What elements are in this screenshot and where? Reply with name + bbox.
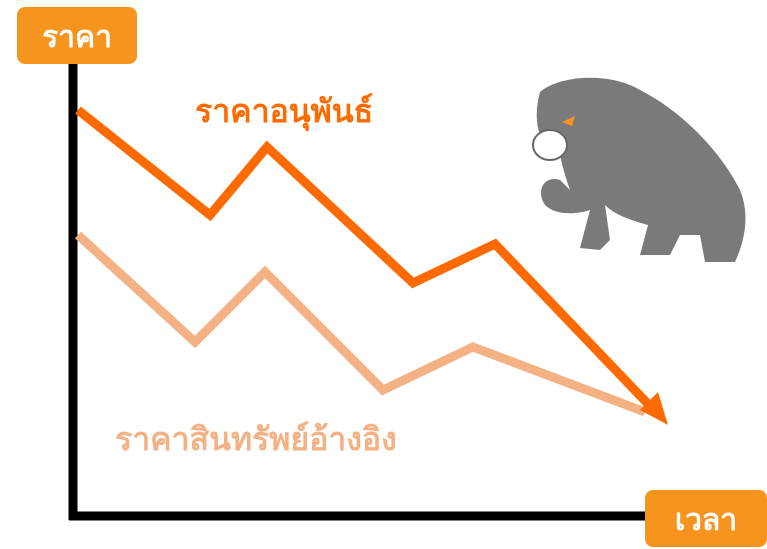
underlying-label: ราคาสินทรัพย์อ้างอิง: [115, 420, 397, 458]
x-axis-label: เวลา: [675, 503, 737, 538]
bear-icon: [537, 78, 746, 262]
bear-muzzle: [533, 130, 567, 160]
y-axis-label: ราคา: [42, 20, 112, 55]
derivative-label: ราคาอนุพันธ์: [195, 92, 373, 132]
diagram: ราคา เวลา ราคาอนุพันธ์ ราคาสินทรัพย์อ้าง…: [0, 0, 767, 549]
underlying-line: [78, 235, 645, 412]
